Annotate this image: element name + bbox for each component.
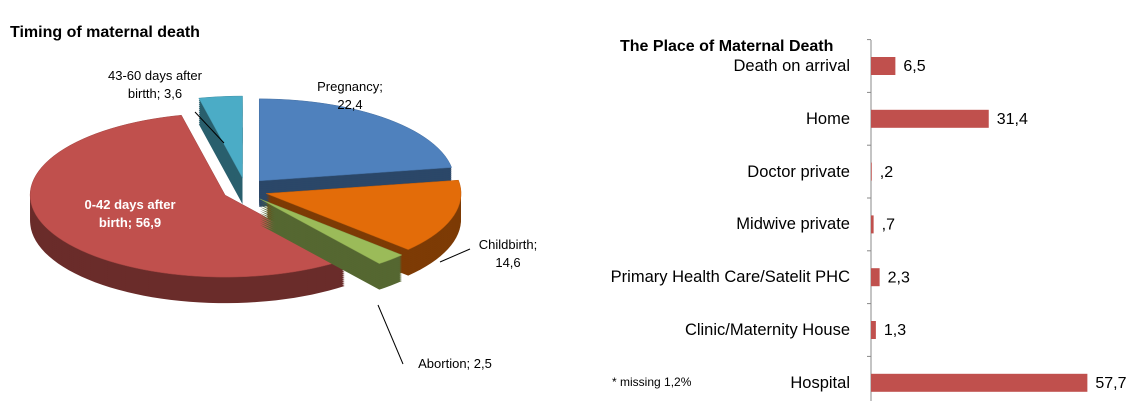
annotation: * missing 1,2% xyxy=(612,375,692,389)
category-text: Clinic/Maternity House xyxy=(684,321,850,339)
bar xyxy=(871,109,989,128)
value-label: 1,3 xyxy=(884,322,906,339)
bar xyxy=(871,321,876,339)
leader-line xyxy=(194,111,225,144)
category-label: Home xyxy=(560,96,850,142)
category-label: Death on arrival xyxy=(560,43,850,89)
category-label: Clinic/Maternity House xyxy=(560,307,850,353)
slice-top xyxy=(29,114,346,278)
pie-title: Timing of maternal death xyxy=(10,24,200,41)
category-text: Midwive private xyxy=(736,215,850,234)
label-separator: ; xyxy=(533,237,538,252)
label-separator: ; xyxy=(466,356,471,371)
category-text: Death on arrival xyxy=(733,57,850,75)
label-separator: ; xyxy=(379,79,383,94)
bar xyxy=(871,268,880,287)
pie-slice xyxy=(258,98,453,207)
value-label: 6,5 xyxy=(903,58,925,75)
slice-value: 14,6 xyxy=(495,255,521,270)
slice-top xyxy=(259,198,403,264)
value-label: ,2 xyxy=(880,164,893,181)
slice-label: Abortion; 2,5 xyxy=(400,355,510,373)
label-separator: ; xyxy=(156,86,161,101)
slice-top xyxy=(265,179,462,250)
value-label: ,7 xyxy=(882,217,895,234)
slice-label: Childbirth; 14,6 xyxy=(468,236,548,272)
category-text: Doctor private xyxy=(747,162,850,181)
slice-name: Pregnancy xyxy=(317,79,380,94)
slice-value: 3,6 xyxy=(164,86,183,101)
category-label: Primary Health Care/Satelit PHC xyxy=(560,254,850,300)
slice-top xyxy=(198,95,243,179)
slice-name: 0-42 days after birth xyxy=(84,197,176,230)
value-label: 2,3 xyxy=(888,269,910,286)
bar-title: The Place of Maternal Death xyxy=(620,38,833,55)
leader-line xyxy=(439,248,471,263)
slice-label: 43-60 days after birtth; 3,6 xyxy=(100,67,210,103)
slice-label: 0-42 days after birth; 56,9 xyxy=(80,196,180,232)
category-text: Home xyxy=(805,109,850,128)
bar xyxy=(871,57,896,75)
slice-name: 43-60 days after birtth xyxy=(108,68,202,101)
slice-top xyxy=(258,98,453,182)
value-label: 57,7 xyxy=(1095,375,1126,392)
slice-label: Pregnancy; 22,4 xyxy=(310,78,390,114)
slice-value: 56,9 xyxy=(135,215,162,230)
slice-value: 22,4 xyxy=(337,97,363,112)
leader-line xyxy=(377,304,404,365)
category-label: Doctor private xyxy=(560,149,850,195)
pie-slice xyxy=(198,95,243,205)
category-text: Primary Health Care/Satelit PHC xyxy=(610,268,850,287)
slice-value: 2,5 xyxy=(473,356,492,371)
bar xyxy=(871,215,874,234)
category-text: Hospital xyxy=(790,373,850,392)
pie-slice xyxy=(259,198,403,290)
slice-name: Abortion xyxy=(418,356,467,371)
slice-name: Childbirth xyxy=(478,237,534,252)
bar xyxy=(871,162,872,181)
label-separator: ; xyxy=(127,215,133,230)
category-label: Midwive private xyxy=(560,201,850,247)
value-label: 31,4 xyxy=(997,111,1028,128)
bar xyxy=(871,373,1088,392)
category-label: Hospital xyxy=(560,360,850,401)
pie-slice xyxy=(29,114,346,304)
